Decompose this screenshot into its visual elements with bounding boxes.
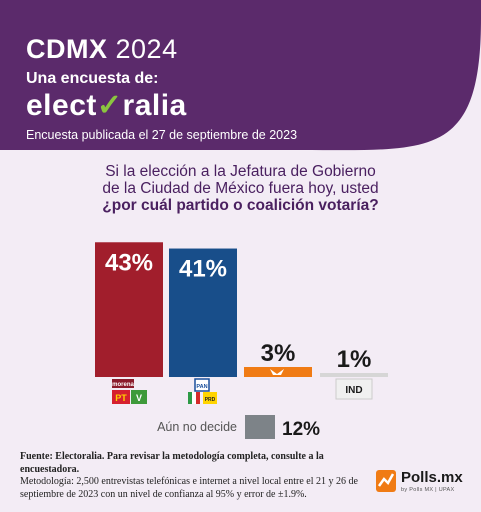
value-label-0: 43% xyxy=(105,249,153,276)
logo-name: Polls.mx xyxy=(401,469,463,486)
header-background xyxy=(0,0,481,151)
prd-logo xyxy=(203,392,217,404)
brand-logo: elect✓ralia xyxy=(26,88,187,123)
brand-post: ralia xyxy=(122,89,187,122)
pt-logo xyxy=(112,390,130,404)
bar-3 xyxy=(320,373,388,377)
pri-logo-white xyxy=(192,392,196,404)
header-title: CDMX 2024 xyxy=(26,34,178,65)
header: CDMX 2024 Una encuesta de: elect✓ralia E… xyxy=(0,0,481,155)
footer-source: Fuente: Electoralia. Para revisar la met… xyxy=(20,451,324,475)
morena-logo-text: morena xyxy=(112,382,134,388)
logo-tagline: by Polls MX | UPAX xyxy=(401,487,455,493)
pan-logo xyxy=(194,378,210,392)
ind-logo xyxy=(335,378,373,400)
survey-question: Si la elección a la Jefatura de Gobierno… xyxy=(0,163,481,214)
pri-logo-red xyxy=(196,392,200,404)
ind-logo-text: IND xyxy=(345,385,362,396)
value-label-2: 3% xyxy=(261,340,296,367)
footer-methodology: Metodología: 2,500 entrevistas telefónic… xyxy=(20,476,358,500)
pan-logo-text: PAN xyxy=(196,384,207,390)
verde-logo-text: V xyxy=(136,393,142,403)
header-title-text: CDMX xyxy=(26,34,108,64)
prd-logo-text: PRD xyxy=(205,397,216,403)
bar-chart: 43% 41% 3% 1% morena PT V PAN PRD IND Aún no decid… xyxy=(95,242,388,440)
footer: Fuente: Electoralia. Para revisar la met… xyxy=(20,451,380,501)
publication-date: Encuesta publicada el 27 de septiembre d… xyxy=(26,128,298,142)
mc-eagle-icon xyxy=(270,369,284,375)
verde-logo xyxy=(131,390,147,404)
header-year: 2024 xyxy=(115,34,178,64)
pt-logo-text: PT xyxy=(115,393,127,403)
pollsmx-logo: Polls.mx by Polls MX | UPAX xyxy=(375,468,475,498)
header-subtitle: Una encuesta de: xyxy=(26,70,159,87)
morena-logo xyxy=(112,379,134,388)
pri-logo-green xyxy=(188,392,192,404)
mc-logo xyxy=(262,367,294,377)
check-icon: ✓ xyxy=(96,89,123,122)
undecided-swatch xyxy=(245,415,275,439)
value-label-1: 41% xyxy=(179,256,227,283)
bar-1 xyxy=(169,248,237,377)
value-label-3: 1% xyxy=(337,346,372,373)
question-line-1: Si la elección a la Jefatura de Gobierno xyxy=(105,163,376,180)
bar-0 xyxy=(95,242,163,377)
undecided-label: Aún no decide xyxy=(157,420,237,434)
polls-logo-icon xyxy=(376,470,396,492)
undecided-value: 12% xyxy=(282,419,320,440)
question-line-2: de la Ciudad de México fuera hoy, usted xyxy=(102,180,379,197)
question-line-3: ¿por cuál partido o coalición votaría? xyxy=(102,197,379,214)
brand-pre: elect xyxy=(26,89,97,122)
